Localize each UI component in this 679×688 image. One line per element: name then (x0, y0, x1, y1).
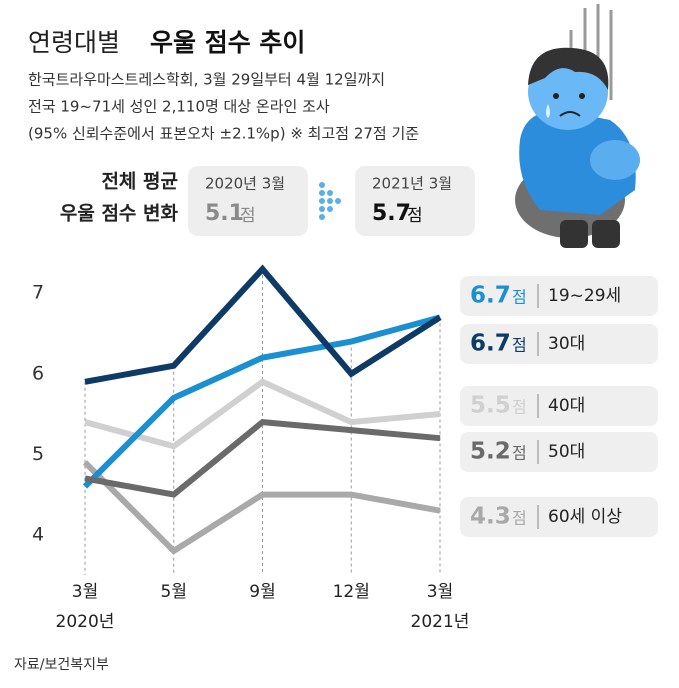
series-line (82, 314, 441, 489)
legend-box (460, 324, 658, 364)
legend-label: 30대 (548, 334, 585, 354)
summary-box (355, 166, 475, 236)
summary-label: 전체 평균 (101, 171, 178, 193)
legend-box (460, 276, 658, 316)
legend-label: 50대 (548, 442, 585, 462)
summary-box (188, 166, 308, 236)
subtitle: (95% 신뢰수준에서 표본오차 ±2.1%p) ※ 최고점 27점 기준 (28, 125, 419, 143)
end-value-label: 6.7 (470, 283, 511, 309)
end-value-unit: 점 (512, 398, 527, 417)
x-tick-label: 5월 (161, 582, 187, 602)
legend-item: 6.7 점 30대 (460, 324, 658, 364)
y-tick-label: 7 (32, 282, 44, 304)
summary-arrow (319, 182, 341, 220)
legend-label: 19~29세 (548, 286, 621, 306)
summary-value: 5.7 (372, 201, 411, 226)
x-tick-label: 12월 (333, 582, 370, 602)
x-tick-label: 3월 (72, 582, 98, 602)
x-tick-year: 2020년 (56, 612, 115, 632)
source: 자료/보건복지부 (14, 657, 109, 673)
end-value-label: 6.7 (470, 331, 511, 357)
end-value-unit: 점 (512, 288, 527, 307)
series-line (84, 264, 442, 385)
legend-label: 40대 (548, 396, 585, 416)
summary-unit: 점 (407, 206, 423, 226)
legend-item: 5.2 점 50대 (460, 432, 658, 472)
legend-item: 5.5 점 40대 (460, 386, 658, 426)
end-value-unit: 점 (512, 336, 527, 355)
x-tick-label: 3월 (427, 582, 453, 602)
chart-title-emphasis: 우울 점수 추이 (150, 28, 305, 57)
summary-label: 우울 점수 변화 (60, 203, 179, 225)
series-line (84, 378, 441, 450)
y-tick-label: 4 (32, 523, 44, 545)
legend-box (460, 386, 658, 426)
y-tick-label: 6 (32, 362, 44, 384)
legend-item: 4.3 점 60세 이상 (460, 497, 658, 537)
end-value-label: 4.3 (470, 504, 511, 530)
summary-value: 5.1 (205, 201, 244, 226)
end-value-label: 5.2 (470, 439, 511, 465)
x-tick-year: 2021년 (411, 612, 470, 632)
end-value-label: 5.5 (470, 393, 511, 419)
subtitle: 한국트라우마스트레스학회, 3월 29일부터 4월 12일까지 (28, 71, 385, 89)
legend-box (460, 432, 658, 472)
chart-title: 연령대별 (28, 28, 120, 57)
summary-period: 2021년 3월 (372, 175, 452, 193)
illustration-person (515, 47, 640, 248)
summary-unit: 점 (240, 206, 256, 226)
subtitle: 전국 19~71세 성인 2,110명 대상 온라인 조사 (28, 98, 330, 116)
x-tick-label: 9월 (249, 582, 275, 602)
end-value-unit: 점 (512, 509, 527, 528)
legend-item: 6.7 점 19~29세 (460, 276, 658, 316)
y-tick-label: 5 (32, 443, 44, 465)
legend-box (460, 497, 658, 537)
summary-period: 2020년 3월 (205, 175, 285, 193)
end-value-unit: 점 (512, 444, 527, 463)
legend-label: 60세 이상 (548, 507, 622, 527)
series-line (84, 418, 441, 498)
series-line (82, 460, 441, 555)
